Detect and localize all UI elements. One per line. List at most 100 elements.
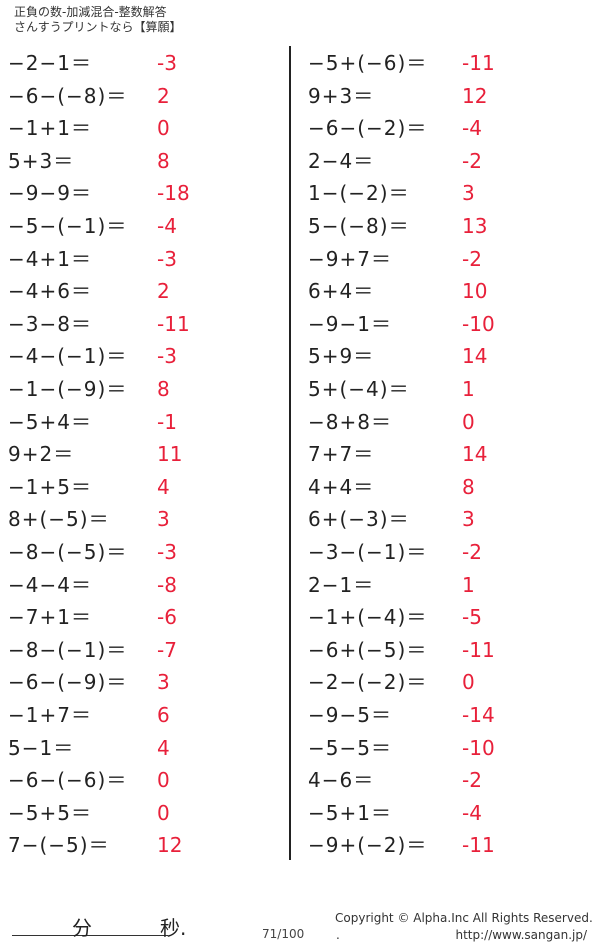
problem-expression: −4+6＝ (8, 279, 92, 304)
problem-expression: −5+(−6)＝ (308, 51, 428, 75)
problem-answer: -11 (462, 51, 495, 75)
problem-answer: 14 (462, 344, 488, 369)
problem-expression: 7+7＝ (308, 442, 375, 467)
problem-answer: 0 (157, 768, 170, 793)
footer-dot: . (336, 928, 340, 942)
problem-expression: −2−(−2)＝ (308, 670, 428, 695)
problem-expression: 5−(−8)＝ (308, 214, 410, 238)
problem-expression: −8+8＝ (308, 409, 392, 434)
problem-answer: 1 (462, 572, 475, 597)
problem-expression: 2−4＝ (308, 148, 375, 173)
problem-answer: 14 (462, 442, 488, 467)
problem-answer: 1 (462, 377, 475, 401)
copyright: Copyright © Alpha.Inc All Rights Reserve… (335, 911, 593, 925)
problem-expression: −9+(−2)＝ (308, 833, 428, 858)
problem-answer: -4 (462, 800, 482, 825)
problem-expression: −3−8＝ (8, 311, 92, 336)
problem-answer: 2 (157, 279, 170, 304)
problem-answer: -2 (462, 246, 482, 271)
problem-answer: 4 (157, 474, 170, 499)
seconds-label: 秒. (160, 916, 187, 940)
problem-expression: −4−4＝ (8, 572, 92, 597)
problem-expression: −5−(−1)＝ (8, 214, 128, 238)
problem-expression: −8−(−5)＝ (8, 540, 128, 564)
problem-expression: −6+(−5)＝ (308, 637, 428, 662)
problem-answer: 10 (462, 279, 488, 304)
problem-answer: -4 (462, 116, 482, 141)
problem-answer: 8 (157, 148, 170, 173)
problem-expression: −6−(−2)＝ (308, 116, 428, 141)
problem-expression: 6+4＝ (308, 279, 375, 304)
problem-answer: -3 (157, 246, 177, 271)
problem-expression: −5+1＝ (308, 800, 392, 825)
problem-answer: -4 (157, 214, 177, 238)
problem-expression: 4−6＝ (308, 768, 375, 793)
problem-expression: 1−(−2)＝ (308, 181, 410, 206)
problem-expression: −8−(−1)＝ (8, 637, 128, 662)
worksheet-subtitle: さんすうプリントなら【算願】 (14, 20, 182, 34)
problem-expression: −3−(−1)＝ (308, 540, 428, 564)
problem-expression: 4+4＝ (308, 474, 375, 499)
problem-expression: −4+1＝ (8, 246, 92, 271)
problem-expression: −7+1＝ (8, 605, 92, 630)
problem-expression: 7−(−5)＝ (8, 833, 110, 858)
problem-answer: -8 (157, 572, 177, 597)
problem-answer: -7 (157, 637, 177, 662)
problem-expression: −5+5＝ (8, 800, 92, 825)
problem-answer: 2 (157, 83, 170, 108)
problem-answer: 0 (462, 670, 475, 695)
problem-expression: −5−5＝ (308, 735, 392, 760)
problem-answer: -1 (157, 409, 177, 434)
problem-answer: -18 (157, 181, 190, 206)
problem-expression: −1+(−4)＝ (308, 605, 428, 630)
problem-expression: 9+2＝ (8, 442, 75, 467)
site-url: http://www.sangan.jp/ (455, 928, 587, 942)
problem-answer: -3 (157, 51, 177, 75)
problem-expression: −4−(−1)＝ (8, 344, 128, 369)
problem-answer: -2 (462, 768, 482, 793)
problem-answer: -11 (462, 637, 495, 662)
problem-expression: −1+1＝ (8, 116, 92, 141)
problem-answer: 8 (462, 474, 475, 499)
problem-answer: 3 (462, 507, 475, 532)
problem-answer: -2 (462, 540, 482, 564)
problem-expression: 5+3＝ (8, 148, 75, 173)
problem-expression: −5+4＝ (8, 409, 92, 434)
problem-expression: −6−(−8)＝ (8, 83, 128, 108)
problem-expression: 2−1＝ (308, 572, 375, 597)
problem-expression: 5+9＝ (308, 344, 375, 369)
problem-answer: 12 (157, 833, 183, 858)
problem-expression: −1+7＝ (8, 703, 92, 727)
problem-expression: 9+3＝ (308, 83, 375, 108)
problem-answer: -3 (157, 344, 177, 369)
problem-answer: 6 (157, 703, 170, 727)
problem-answer: 13 (462, 214, 488, 238)
problem-answer: -3 (157, 540, 177, 564)
problem-answer: 8 (157, 377, 170, 401)
problem-answer: 3 (157, 507, 170, 532)
problem-answer: -10 (462, 311, 495, 336)
problem-expression: 6+(−3)＝ (308, 507, 410, 532)
time-underline (12, 935, 168, 936)
problem-expression: −1−(−9)＝ (8, 377, 128, 401)
page-number: 71/100 (262, 927, 305, 941)
problem-answer: -6 (157, 605, 177, 630)
problem-answer: -11 (157, 311, 190, 336)
problem-expression: −9−9＝ (8, 181, 92, 206)
problem-expression: −6−(−9)＝ (8, 670, 128, 695)
problem-expression: −1+5＝ (8, 474, 92, 499)
problem-answer: -11 (462, 833, 495, 858)
column-divider (289, 46, 291, 860)
problem-answer: -14 (462, 703, 495, 727)
problem-expression: 8+(−5)＝ (8, 507, 110, 532)
problem-expression: −6−(−6)＝ (8, 768, 128, 793)
problem-expression: −2−1＝ (8, 51, 92, 75)
problem-answer: -10 (462, 735, 495, 760)
worksheet-title: 正負の数-加減混合-整数解答 (14, 5, 167, 19)
problem-answer: 3 (462, 181, 475, 206)
problem-expression: 5−1＝ (8, 735, 75, 760)
problem-answer: 3 (157, 670, 170, 695)
problem-answer: 0 (157, 800, 170, 825)
problem-answer: -5 (462, 605, 482, 630)
problem-answer: -2 (462, 148, 482, 173)
